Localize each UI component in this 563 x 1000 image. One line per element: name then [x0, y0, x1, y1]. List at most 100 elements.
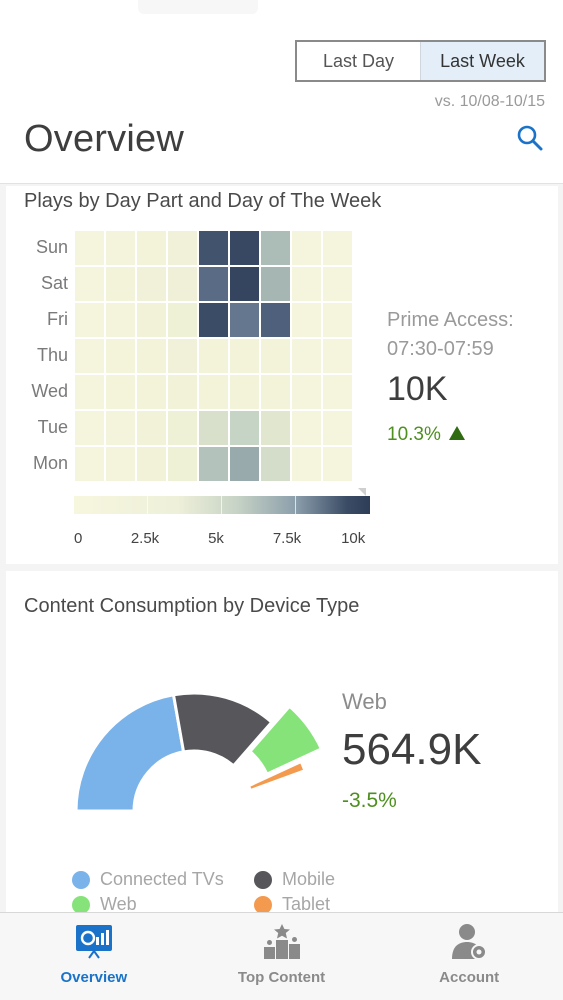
- heatmap-cell[interactable]: [291, 374, 322, 410]
- last-week-button[interactable]: Last Week: [420, 42, 544, 80]
- heatmap-cell[interactable]: [136, 266, 167, 302]
- heatmap-cell[interactable]: [105, 302, 136, 338]
- heatmap-cell[interactable]: [198, 302, 229, 338]
- heatmap-cell[interactable]: [229, 410, 260, 446]
- tab-account[interactable]: Account: [375, 913, 563, 1000]
- heatmap-cell[interactable]: [74, 410, 105, 446]
- heatmap-cell[interactable]: [136, 338, 167, 374]
- tab-top-content[interactable]: Top Content: [188, 913, 376, 1000]
- heatmap-cell[interactable]: [198, 446, 229, 482]
- heatmap-cell[interactable]: [260, 374, 291, 410]
- legend-item-mobile[interactable]: Mobile: [254, 869, 335, 890]
- heatmap-cell[interactable]: [291, 302, 322, 338]
- legend-item-web[interactable]: Web: [72, 894, 137, 915]
- selected-device-name: Web: [342, 689, 387, 714]
- legend-label: Connected TVs: [100, 869, 224, 889]
- heatmap-cell[interactable]: [198, 338, 229, 374]
- heatmap-cell[interactable]: [74, 302, 105, 338]
- scale-tick: [147, 496, 148, 514]
- donut-slice-tablet[interactable]: [246, 759, 307, 793]
- heatmap-cell[interactable]: [74, 266, 105, 302]
- date-range-toggle: Last Day Last Week: [295, 40, 546, 82]
- heatmap-cell[interactable]: [105, 338, 136, 374]
- heatmap-cell[interactable]: [198, 374, 229, 410]
- heatmap-cell[interactable]: [136, 374, 167, 410]
- tab-overview[interactable]: Overview: [0, 913, 188, 1000]
- tab-label: Top Content: [237, 969, 326, 986]
- heatmap-cell[interactable]: [291, 230, 322, 266]
- tab-label: Overview: [60, 969, 128, 986]
- heatmap-cell[interactable]: [105, 410, 136, 446]
- heatmap-cell[interactable]: [167, 446, 198, 482]
- heatmap-cell[interactable]: [291, 266, 322, 302]
- prime-slot-time: 07:30-07:59: [387, 338, 494, 360]
- scale-corner-marker: [358, 488, 366, 496]
- heatmap-cell[interactable]: [229, 374, 260, 410]
- heatmap-cell[interactable]: [260, 302, 291, 338]
- user-gear-icon: [449, 923, 489, 966]
- heatmap-cell[interactable]: [291, 446, 322, 482]
- heatmap-cell[interactable]: [229, 302, 260, 338]
- device-donut-chart[interactable]: [6, 571, 336, 831]
- heatmap-cell[interactable]: [167, 266, 198, 302]
- heatmap-cell[interactable]: [74, 338, 105, 374]
- heatmap-cell[interactable]: [74, 374, 105, 410]
- heatmap-cell[interactable]: [136, 446, 167, 482]
- heatmap-cell[interactable]: [198, 230, 229, 266]
- legend-item-tablet[interactable]: Tablet: [254, 894, 330, 915]
- heatmap-cell[interactable]: [167, 302, 198, 338]
- heatmap-cell[interactable]: [167, 410, 198, 446]
- heatmap-cell[interactable]: [291, 338, 322, 374]
- heatmap-cell[interactable]: [105, 374, 136, 410]
- heatmap-cell[interactable]: [229, 230, 260, 266]
- last-day-button[interactable]: Last Day: [322, 50, 395, 71]
- heatmap-cell[interactable]: [136, 410, 167, 446]
- heatmap-cell[interactable]: [105, 446, 136, 482]
- heatmap-cell[interactable]: [74, 446, 105, 482]
- heatmap-cell[interactable]: [322, 230, 353, 266]
- heatmap-cell[interactable]: [260, 338, 291, 374]
- heatmap-cell[interactable]: [229, 266, 260, 302]
- heatmap-cell[interactable]: [167, 374, 198, 410]
- heatmap-cell[interactable]: [229, 446, 260, 482]
- prime-slot-change: 10.3%: [387, 424, 465, 446]
- heatmap-row-label: Sun: [35, 237, 68, 257]
- donut-slice-web[interactable]: [247, 704, 324, 777]
- legend-item-connected-tvs[interactable]: Connected TVs: [72, 869, 224, 890]
- heatmap-cell[interactable]: [322, 374, 353, 410]
- legend-dot: [254, 895, 272, 914]
- heatmap-cell[interactable]: [105, 266, 136, 302]
- tab-bar: Overview Top Content Account: [0, 912, 563, 1000]
- heatmap-cell[interactable]: [260, 266, 291, 302]
- heatmap-cell[interactable]: [198, 266, 229, 302]
- heatmap-cell[interactable]: [322, 266, 353, 302]
- prime-change-text: 10.3%: [387, 424, 441, 445]
- heatmap-cell[interactable]: [322, 302, 353, 338]
- search-icon[interactable]: [514, 122, 546, 154]
- heatmap-cell[interactable]: [198, 410, 229, 446]
- heatmap-cell[interactable]: [322, 338, 353, 374]
- scale-label: 5k: [208, 530, 224, 547]
- heatmap-cell[interactable]: [260, 410, 291, 446]
- heatmap-cell[interactable]: [136, 302, 167, 338]
- heatmap-cell[interactable]: [322, 410, 353, 446]
- heatmap-row-label: Sat: [40, 273, 68, 293]
- heatmap-card: Plays by Day Part and Day of The Week 0 2…: [6, 186, 558, 564]
- heatmap-cell[interactable]: [229, 338, 260, 374]
- heatmap-row-label: Mon: [32, 453, 68, 473]
- heatmap-cell[interactable]: [74, 230, 105, 266]
- heatmap-cell[interactable]: [105, 230, 136, 266]
- heatmap-cell[interactable]: [167, 230, 198, 266]
- heatmap-cell[interactable]: [291, 410, 322, 446]
- heatmap-cell[interactable]: [167, 338, 198, 374]
- heatmap-grid[interactable]: [74, 230, 353, 482]
- heatmap-cell[interactable]: [322, 446, 353, 482]
- donut-slice-connected-tvs[interactable]: [74, 693, 186, 813]
- donut-slice-mobile[interactable]: [171, 691, 274, 768]
- heatmap-cell[interactable]: [260, 446, 291, 482]
- heatmap-cell[interactable]: [136, 230, 167, 266]
- legend-dot: [72, 870, 90, 889]
- podium-icon: [262, 923, 302, 964]
- legend-label: Web: [100, 894, 137, 914]
- heatmap-cell[interactable]: [260, 230, 291, 266]
